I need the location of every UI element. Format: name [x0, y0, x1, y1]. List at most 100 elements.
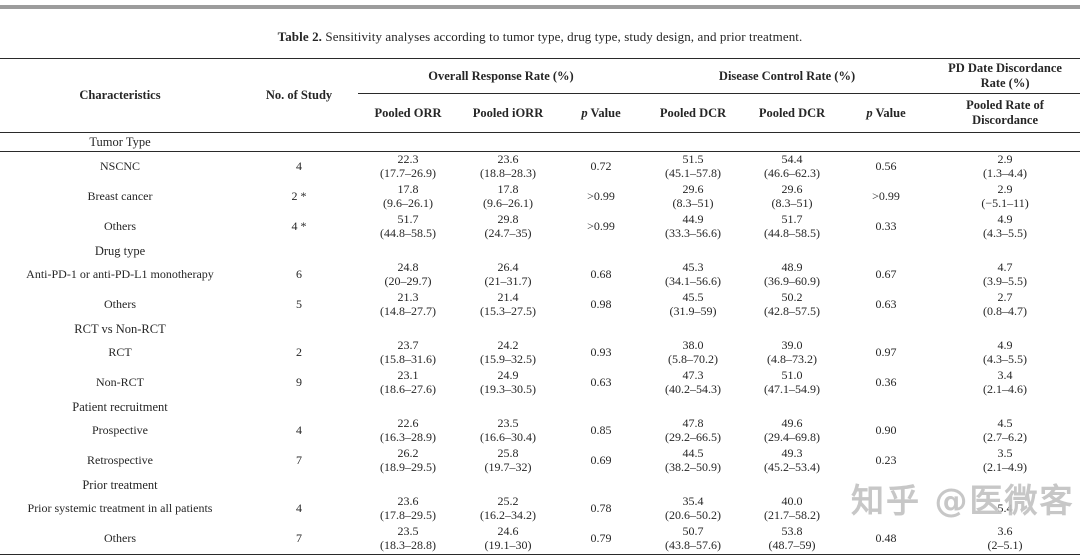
- cell-ci: (46.6–62.3): [764, 166, 821, 180]
- cell-pooled-dcr-2: 54.4 (46.6–62.3): [742, 152, 842, 183]
- cell-ci: (2.1–4.9): [983, 460, 1028, 474]
- cell-ci: (16.2–34.2): [480, 508, 536, 522]
- cell-ci: (29.4–69.8): [764, 430, 821, 444]
- cell-value: 3.6: [997, 524, 1013, 539]
- cell-pooled-iorr: 29.8 (24.7–35): [458, 212, 558, 242]
- cell-value: 23.6: [397, 494, 419, 509]
- cell-pooled-iorr: 23.5 (16.6–30.4): [458, 416, 558, 446]
- cell-pooled-dcr-2: 39.0 (4.8–73.2): [742, 338, 842, 368]
- cell-pooled-iorr: 25.8 (19.7–32): [458, 446, 558, 476]
- cell-ci: (20–29.7): [384, 274, 432, 288]
- cell-value: 4.9: [997, 212, 1013, 227]
- col-header-no-of-study: No. of Study: [240, 58, 358, 133]
- section-label: Prior treatment: [82, 477, 158, 492]
- cell-ci: (40.2–54.3): [665, 382, 722, 396]
- table-row: Anti-PD-1 or anti-PD-L1 monotherapy 6 24.8…: [0, 260, 1080, 290]
- cell-p-value-orr: 0.85: [590, 423, 612, 438]
- row-label: RCT: [108, 345, 132, 360]
- section-row-filler: [240, 320, 1080, 338]
- section-row: Patient recruitment: [0, 398, 1080, 416]
- cell-ci: (33.3–56.6): [665, 226, 722, 240]
- cell-value: 22.6: [397, 416, 419, 431]
- section-row: Tumor Type: [0, 132, 1080, 152]
- cell-pooled-dcr: 50.7 (43.8–57.6): [644, 524, 742, 555]
- section-label: RCT vs Non-RCT: [74, 321, 166, 336]
- cell-value: 3.5: [997, 446, 1013, 461]
- cell-pooled-orr: 51.7 (44.8–58.5): [358, 212, 458, 242]
- cell-value: 4.5: [997, 416, 1013, 431]
- cell-p-value-dcr: >0.99: [872, 189, 900, 204]
- cell-pooled-dcr: 47.3 (40.2–54.3): [644, 368, 742, 398]
- cell-pooled-dcr-2: 51.0 (47.1–54.9): [742, 368, 842, 398]
- col-header-pooled-dcr: Pooled DCR: [644, 93, 743, 133]
- cell-value: 45.3: [682, 260, 704, 275]
- cell-p-value-dcr: 0.36: [875, 375, 897, 390]
- cell-pooled-dcr-2: 49.3 (45.2–53.4): [742, 446, 842, 476]
- cell-value: 35.4: [682, 494, 704, 509]
- row-label: Others: [104, 219, 136, 234]
- cell-pooled-iorr: 23.6 (18.8–28.3): [458, 152, 558, 183]
- sensitivity-table: Characteristics No. of Study Overall Res…: [0, 58, 1080, 555]
- cell-value: 24.8: [397, 260, 419, 275]
- no-of-study: 6: [296, 267, 302, 282]
- cell-ci: (21–31.7): [484, 274, 532, 288]
- col-header-characteristics: Characteristics: [0, 58, 240, 133]
- no-of-study: 9: [296, 375, 302, 390]
- no-of-study: 7: [296, 531, 302, 546]
- header-group-row: Characteristics No. of Study Overall Res…: [0, 58, 1080, 133]
- no-of-study: 4 *: [291, 219, 307, 234]
- no-of-study: 4: [296, 423, 302, 438]
- cell-ci: (5.8–70.2): [668, 352, 719, 366]
- cell-ci: (2.7–6.2): [983, 430, 1028, 444]
- cell-ci: (34.1–56.6): [665, 274, 722, 288]
- cell-value: 21.3: [397, 290, 419, 305]
- cell-value: 50.7: [682, 524, 704, 539]
- cell-value: 40.0: [781, 494, 803, 509]
- cell-pooled-dcr: 44.5 (38.2–50.9): [644, 446, 742, 476]
- row-label: Non-RCT: [96, 375, 144, 390]
- cell-ci: (4.3–5.5): [983, 226, 1028, 240]
- section-row: Prior treatment: [0, 476, 1080, 494]
- section-row-filler: [240, 242, 1080, 260]
- table-caption-label: Table 2.: [277, 29, 323, 44]
- row-label: Prospective: [92, 423, 148, 438]
- cell-ci: (31.9–59): [669, 304, 717, 318]
- cell-pooled-discordance: 4.9 (4.3–5.5): [930, 212, 1080, 242]
- cell-ci: (20.6–50.2): [665, 508, 722, 522]
- cell-pooled-dcr-2: 49.6 (29.4–69.8): [742, 416, 842, 446]
- row-label: NSCNC: [99, 159, 140, 174]
- cell-pooled-dcr-2: 48.9 (36.9–60.9): [742, 260, 842, 290]
- cell-ci: (43.8–57.6): [665, 538, 722, 552]
- cell-ci: (18.9–29.5): [380, 460, 436, 474]
- cell-ci: (38.2–50.9): [665, 460, 722, 474]
- cell-value: 44.9: [682, 212, 704, 227]
- cell-ci: (17.7–26.9): [380, 166, 436, 180]
- cell-ci: (8.3–51): [771, 196, 813, 210]
- group-header-dcr: Disease Control Rate (%): [644, 58, 931, 94]
- cell-p-value-dcr: 0.67: [875, 267, 897, 282]
- section-label: Tumor Type: [0, 132, 240, 152]
- cell-pooled-dcr-2: 50.2 (42.8–57.5): [742, 290, 842, 320]
- cell-pooled-dcr-2: 40.0 (21.7–58.2): [742, 494, 842, 524]
- cell-p-value-orr: 0.72: [590, 159, 612, 174]
- section-label: Patient recruitment: [72, 399, 168, 414]
- row-label: Others: [104, 531, 136, 546]
- cell-pooled-discordance: 5.4: [930, 494, 1080, 524]
- cell-value: 44.5: [682, 446, 704, 461]
- cell-value: 23.7: [397, 338, 419, 353]
- section-row: RCT vs Non-RCT: [0, 320, 1080, 338]
- section-row-filler: [240, 398, 1080, 416]
- cell-p-value-dcr: 0.23: [875, 453, 897, 468]
- table-row: Breast cancer 2 * 17.8 (9.6–26.1) 17.8 (9.6–2…: [0, 182, 1080, 212]
- cell-pooled-dcr-2: 53.8 (48.7–59): [742, 524, 842, 555]
- cell-pooled-discordance: 2.9 (−5.1–11): [930, 182, 1080, 212]
- cell-ci: (19.3–30.5): [480, 382, 536, 396]
- cell-ci: (45.1–57.8): [665, 166, 722, 180]
- cell-p-value-orr: 0.63: [590, 375, 612, 390]
- no-of-study: 2 *: [291, 189, 307, 204]
- cell-ci: (48.7–59): [768, 538, 816, 552]
- cell-ci: (29.2–66.5): [665, 430, 722, 444]
- cell-value: 2.9: [997, 152, 1013, 167]
- cell-pooled-iorr: 17.8 (9.6–26.1): [458, 182, 558, 212]
